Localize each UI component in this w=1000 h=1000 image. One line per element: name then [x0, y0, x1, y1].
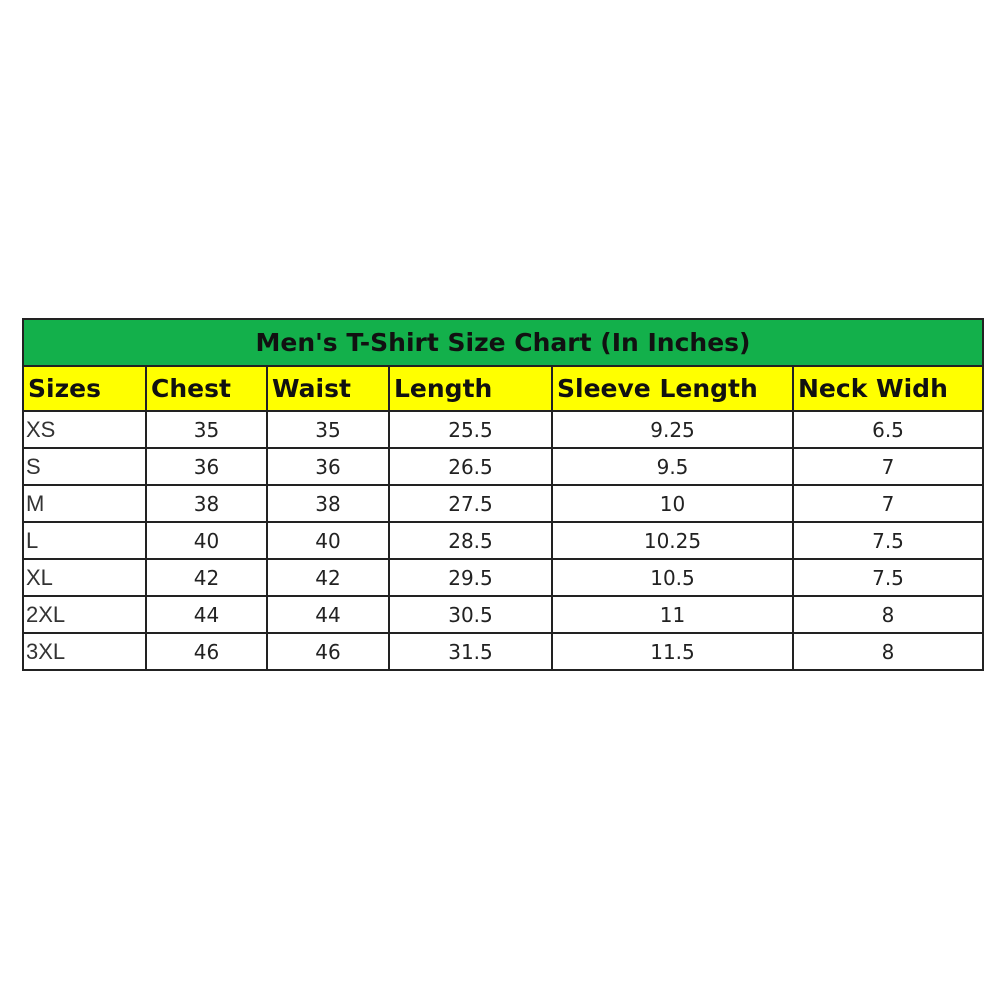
value-cell: 38 [145, 484, 268, 523]
column-header: Neck Widh [791, 365, 985, 412]
size-cell: M [22, 484, 147, 523]
size-cell: XL [22, 558, 147, 597]
size-cell: 2XL [22, 595, 147, 634]
value-cell: 9.25 [551, 410, 794, 449]
table-row: L 40 40 28.5 10.25 7.5 [22, 521, 985, 560]
value-cell: 44 [266, 595, 390, 634]
table-title: Men's T-Shirt Size Chart (In Inches) [21, 318, 985, 367]
size-cell: L [22, 521, 147, 560]
value-cell: 46 [145, 632, 268, 671]
value-cell: 40 [266, 521, 390, 560]
value-cell: 8 [791, 632, 985, 671]
table-row: 3XL 46 46 31.5 11.5 8 [22, 632, 985, 671]
size-cell: 3XL [22, 632, 147, 671]
value-cell: 11.5 [551, 632, 794, 671]
value-cell: 44 [145, 595, 268, 634]
value-cell: 46 [266, 632, 390, 671]
size-chart-table: Men's T-Shirt Size Chart (In Inches) Siz… [21, 318, 985, 671]
column-header: Length [388, 365, 553, 412]
size-cell: XS [22, 410, 147, 449]
value-cell: 8 [791, 595, 985, 634]
value-cell: 11 [551, 595, 794, 634]
value-cell: 10.5 [551, 558, 794, 597]
value-cell: 7.5 [791, 521, 985, 560]
value-cell: 29.5 [388, 558, 553, 597]
value-cell: 28.5 [388, 521, 553, 560]
size-cell: S [22, 447, 147, 486]
column-header: Waist [266, 365, 390, 412]
value-cell: 7 [791, 447, 985, 486]
value-cell: 26.5 [388, 447, 553, 486]
value-cell: 9.5 [551, 447, 794, 486]
table-row: XS 35 35 25.5 9.25 6.5 [22, 410, 985, 449]
value-cell: 30.5 [388, 595, 553, 634]
value-cell: 10 [551, 484, 794, 523]
value-cell: 6.5 [791, 410, 985, 449]
value-cell: 36 [266, 447, 390, 486]
value-cell: 38 [266, 484, 390, 523]
value-cell: 10.25 [551, 521, 794, 560]
value-cell: 35 [266, 410, 390, 449]
value-cell: 7 [791, 484, 985, 523]
table-row: XL 42 42 29.5 10.5 7.5 [22, 558, 985, 597]
column-header: Sizes [22, 365, 147, 412]
table-row: M 38 38 27.5 10 7 [22, 484, 985, 523]
value-cell: 31.5 [388, 632, 553, 671]
header-row: Sizes Chest Waist Length Sleeve Length Neck W… [22, 365, 985, 412]
column-header: Chest [145, 365, 268, 412]
table-row: 2XL 44 44 30.5 11 8 [22, 595, 985, 634]
value-cell: 36 [145, 447, 268, 486]
value-cell: 27.5 [388, 484, 553, 523]
value-cell: 25.5 [388, 410, 553, 449]
value-cell: 40 [145, 521, 268, 560]
value-cell: 42 [145, 558, 268, 597]
value-cell: 35 [145, 410, 268, 449]
value-cell: 7.5 [791, 558, 985, 597]
column-header: Sleeve Length [551, 365, 794, 412]
table-row: S 36 36 26.5 9.5 7 [22, 447, 985, 486]
value-cell: 42 [266, 558, 390, 597]
